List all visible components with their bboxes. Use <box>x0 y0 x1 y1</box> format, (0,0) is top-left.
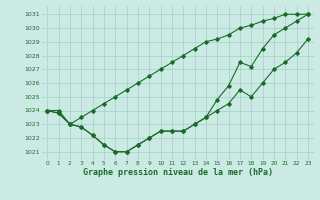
X-axis label: Graphe pression niveau de la mer (hPa): Graphe pression niveau de la mer (hPa) <box>83 168 273 177</box>
